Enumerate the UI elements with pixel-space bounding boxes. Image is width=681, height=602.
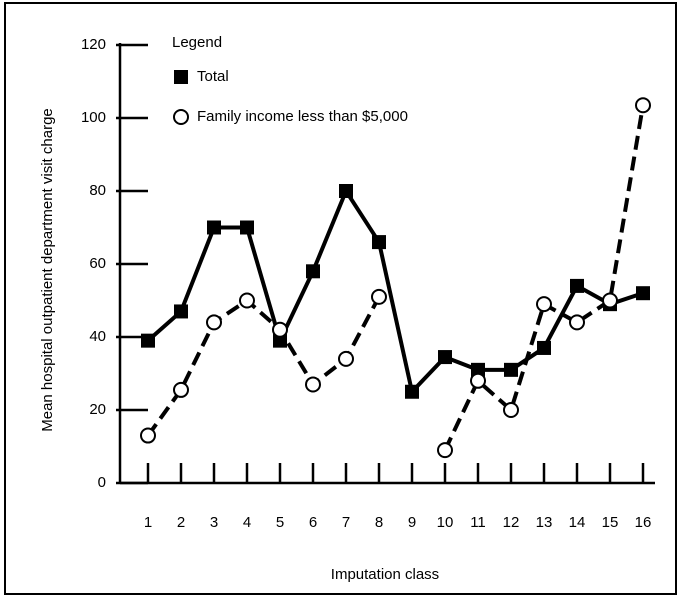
point [240, 220, 254, 235]
x-tick-label: 1 [144, 514, 152, 531]
x-tick-label: 10 [437, 514, 454, 531]
point [206, 314, 222, 331]
y-tick-label: 20 [89, 401, 106, 418]
frame [4, 2, 677, 595]
point [570, 278, 584, 293]
x-tick-label: 14 [569, 514, 586, 531]
legend-label: Family income less than $5,000 [197, 108, 408, 125]
point [602, 292, 618, 309]
y-tick-label: 80 [89, 182, 106, 199]
point [503, 402, 519, 418]
y-tick-label: 100 [81, 109, 106, 126]
point [471, 362, 485, 377]
point [437, 442, 453, 459]
point [372, 235, 386, 250]
point [339, 184, 353, 198]
point [140, 427, 156, 444]
point [569, 314, 585, 331]
y-tick-label: 60 [89, 255, 106, 272]
x-tick-label: 7 [342, 514, 350, 531]
point [173, 381, 189, 398]
x-tick-label: 6 [309, 514, 317, 531]
point [405, 384, 419, 399]
x-tick-label: 13 [536, 514, 553, 531]
point [636, 286, 650, 301]
point [338, 350, 354, 367]
point [305, 376, 321, 393]
x-tick-label: 2 [177, 514, 185, 531]
x-tick-label: 4 [243, 514, 251, 531]
legend-marker [173, 109, 189, 125]
point [174, 304, 188, 319]
point [438, 350, 452, 365]
legend-marker [174, 70, 188, 84]
point [141, 333, 155, 348]
point [306, 264, 320, 279]
point [239, 292, 255, 309]
point [470, 372, 486, 389]
x-tick-label: 8 [375, 514, 383, 531]
x-tick-label: 16 [635, 514, 652, 531]
y-tick-label: 120 [81, 36, 106, 53]
series-line [146, 186, 644, 396]
point [635, 97, 651, 114]
point [371, 288, 387, 305]
point [504, 362, 518, 377]
x-tick-label: 5 [276, 514, 284, 531]
y-axis-label: Mean hospital outpatient department visi… [39, 108, 56, 432]
y-tick-label: 40 [89, 328, 106, 345]
point [537, 340, 551, 355]
point [536, 296, 552, 313]
point [207, 220, 221, 235]
x-tick-label: 11 [470, 514, 486, 531]
point [272, 321, 288, 338]
x-tick-label: 15 [602, 514, 619, 531]
x-tick-label: 12 [503, 514, 520, 531]
legend-label: Total [197, 68, 229, 85]
x-axis-label: Imputation class [331, 566, 439, 583]
y-tick-label: 0 [98, 474, 106, 491]
legend-title: Legend [172, 34, 222, 51]
x-tick-label: 3 [210, 514, 218, 531]
x-tick-label: 9 [408, 514, 416, 531]
